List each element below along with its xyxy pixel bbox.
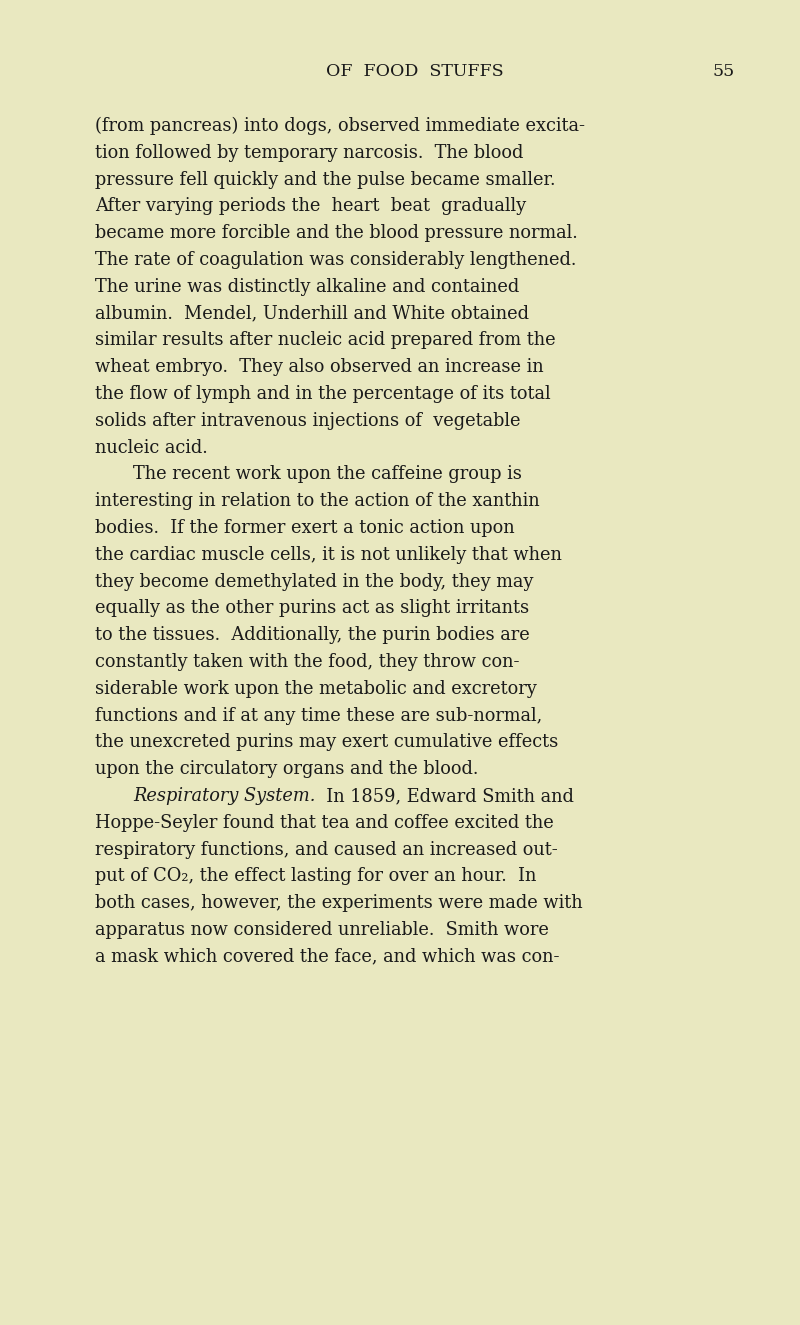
Text: OF  FOOD  STUFFS: OF FOOD STUFFS xyxy=(326,64,504,80)
Text: the flow of lymph and in the percentage of its total: the flow of lymph and in the percentage … xyxy=(95,386,550,403)
Text: put of CO₂, the effect lasting for over an hour.  In: put of CO₂, the effect lasting for over … xyxy=(95,868,536,885)
Text: albumin.  Mendel, Underhill and White obtained: albumin. Mendel, Underhill and White obt… xyxy=(95,305,529,322)
Text: bodies.  If the former exert a tonic action upon: bodies. If the former exert a tonic acti… xyxy=(95,519,514,537)
Text: the unexcreted purins may exert cumulative effects: the unexcreted purins may exert cumulati… xyxy=(95,734,558,751)
Text: upon the circulatory organs and the blood.: upon the circulatory organs and the bloo… xyxy=(95,761,478,778)
Text: both cases, however, the experiments were made with: both cases, however, the experiments wer… xyxy=(95,894,582,912)
Text: siderable work upon the metabolic and excretory: siderable work upon the metabolic and ex… xyxy=(95,680,537,698)
Text: The recent work upon the caffeine group is: The recent work upon the caffeine group … xyxy=(133,465,522,484)
Text: Respiratory System.: Respiratory System. xyxy=(133,787,315,806)
Text: to the tissues.  Additionally, the purin bodies are: to the tissues. Additionally, the purin … xyxy=(95,627,530,644)
Text: tion followed by temporary narcosis.  The blood: tion followed by temporary narcosis. The… xyxy=(95,144,523,162)
Text: constantly taken with the food, they throw con-: constantly taken with the food, they thr… xyxy=(95,653,519,670)
Text: interesting in relation to the action of the xanthin: interesting in relation to the action of… xyxy=(95,492,540,510)
Text: respiratory functions, and caused an increased out-: respiratory functions, and caused an inc… xyxy=(95,840,558,859)
Text: equally as the other purins act as slight irritants: equally as the other purins act as sligh… xyxy=(95,599,529,617)
Text: became more forcible and the blood pressure normal.: became more forcible and the blood press… xyxy=(95,224,578,242)
Text: wheat embryo.  They also observed an increase in: wheat embryo. They also observed an incr… xyxy=(95,358,544,376)
Text: nucleic acid.: nucleic acid. xyxy=(95,439,208,457)
Text: the cardiac muscle cells, it is not unlikely that when: the cardiac muscle cells, it is not unli… xyxy=(95,546,562,564)
Text: Hoppe-Seyler found that tea and coffee excited the: Hoppe-Seyler found that tea and coffee e… xyxy=(95,814,554,832)
Text: The urine was distinctly alkaline and contained: The urine was distinctly alkaline and co… xyxy=(95,278,519,295)
Text: (from pancreas) into dogs, observed immediate excita-: (from pancreas) into dogs, observed imme… xyxy=(95,117,585,135)
Text: functions and if at any time these are sub-normal,: functions and if at any time these are s… xyxy=(95,706,542,725)
Text: apparatus now considered unreliable.  Smith wore: apparatus now considered unreliable. Smi… xyxy=(95,921,549,939)
Text: 55: 55 xyxy=(713,64,735,80)
Text: pressure fell quickly and the pulse became smaller.: pressure fell quickly and the pulse beca… xyxy=(95,171,555,188)
Text: a mask which covered the face, and which was con-: a mask which covered the face, and which… xyxy=(95,947,559,966)
Text: In 1859, Edward Smith and: In 1859, Edward Smith and xyxy=(315,787,574,806)
Text: they become demethylated in the body, they may: they become demethylated in the body, th… xyxy=(95,572,534,591)
Text: solids after intravenous injections of  vegetable: solids after intravenous injections of v… xyxy=(95,412,521,429)
Text: After varying periods the  heart  beat  gradually: After varying periods the heart beat gra… xyxy=(95,197,526,216)
Text: The rate of coagulation was considerably lengthened.: The rate of coagulation was considerably… xyxy=(95,250,576,269)
Text: similar results after nucleic acid prepared from the: similar results after nucleic acid prepa… xyxy=(95,331,556,350)
